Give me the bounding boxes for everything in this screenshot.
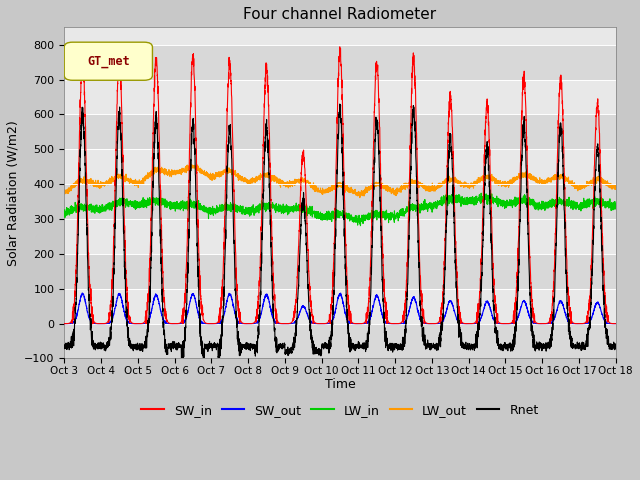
SW_out bbox=[160, 318, 168, 324]
Rnet bbox=[319, 345, 327, 351]
SW_out bbox=[611, 321, 619, 326]
LW_out bbox=[433, 185, 441, 191]
Y-axis label: Solar Radiation (W/m2): Solar Radiation (W/m2) bbox=[7, 120, 20, 266]
Rnet bbox=[612, 346, 620, 351]
SW_in bbox=[464, 321, 472, 326]
LW_in bbox=[433, 201, 441, 207]
SW_in bbox=[612, 321, 620, 326]
SW_in bbox=[433, 320, 441, 326]
Rnet bbox=[495, 346, 503, 352]
LW_out bbox=[186, 159, 194, 165]
SW_in bbox=[159, 286, 167, 292]
SW_out bbox=[464, 321, 472, 326]
Legend: SW_in, SW_out, LW_in, LW_out, Rnet: SW_in, SW_out, LW_in, LW_out, Rnet bbox=[136, 399, 544, 422]
LW_in bbox=[612, 206, 620, 212]
Bar bbox=[64, 324, 616, 359]
Bar bbox=[64, 45, 616, 80]
Rnet bbox=[216, 357, 223, 363]
LW_in bbox=[611, 205, 619, 211]
LW_out bbox=[159, 167, 167, 173]
LW_in bbox=[495, 199, 503, 204]
Line: SW_out: SW_out bbox=[64, 293, 616, 324]
SW_in bbox=[319, 321, 327, 326]
LW_out bbox=[356, 195, 364, 201]
Rnet bbox=[464, 344, 472, 349]
Title: Four channel Radiometer: Four channel Radiometer bbox=[243, 7, 436, 22]
LW_out bbox=[611, 186, 619, 192]
SW_in bbox=[60, 321, 68, 326]
SW_in bbox=[495, 320, 503, 325]
Bar bbox=[64, 184, 616, 219]
Rnet bbox=[611, 341, 619, 347]
Rnet bbox=[60, 343, 68, 349]
SW_out bbox=[78, 290, 86, 296]
LW_in bbox=[464, 201, 472, 207]
LW_in bbox=[159, 196, 167, 202]
LW_out bbox=[319, 187, 327, 193]
Rnet bbox=[336, 101, 344, 107]
Bar bbox=[64, 114, 616, 149]
SW_out bbox=[60, 321, 68, 326]
Rnet bbox=[159, 319, 167, 324]
SW_out bbox=[433, 321, 441, 326]
LW_in bbox=[319, 215, 327, 221]
LW_in bbox=[356, 223, 364, 228]
SW_out bbox=[495, 321, 503, 326]
SW_in bbox=[336, 44, 344, 50]
Line: LW_out: LW_out bbox=[64, 162, 616, 198]
SW_out bbox=[612, 321, 620, 326]
Rnet bbox=[433, 344, 441, 350]
SW_in bbox=[88, 321, 96, 326]
SW_out bbox=[320, 321, 328, 326]
LW_out bbox=[464, 181, 472, 187]
LW_in bbox=[60, 207, 68, 213]
LW_out bbox=[495, 178, 503, 184]
Bar bbox=[64, 254, 616, 289]
Line: LW_in: LW_in bbox=[64, 193, 616, 226]
Line: SW_in: SW_in bbox=[64, 47, 616, 324]
Line: Rnet: Rnet bbox=[64, 104, 616, 360]
FancyBboxPatch shape bbox=[64, 42, 152, 80]
SW_out bbox=[89, 321, 97, 326]
Text: GT_met: GT_met bbox=[87, 55, 130, 68]
LW_in bbox=[480, 190, 488, 196]
LW_out bbox=[612, 185, 620, 191]
X-axis label: Time: Time bbox=[324, 377, 355, 391]
SW_in bbox=[611, 321, 619, 326]
LW_out bbox=[60, 188, 68, 193]
